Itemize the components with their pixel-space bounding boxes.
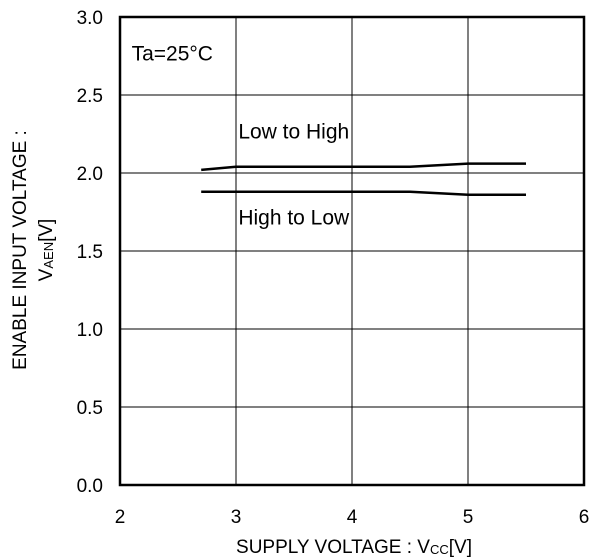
series-layer <box>201 162 526 197</box>
plot-frame <box>118 15 586 487</box>
x-tick-label: 2 <box>115 507 126 528</box>
series-line-2 <box>201 190 526 197</box>
y-axis-title-line2: VAEN[V] <box>36 219 57 282</box>
annotation-1: Ta=25°C <box>132 43 213 66</box>
y-tick-label: 3.0 <box>77 8 103 29</box>
y-tick-label: 1.5 <box>77 242 103 263</box>
y-tick-label: 0.0 <box>77 476 103 497</box>
x-tick-label: 4 <box>347 507 358 528</box>
annotation-3: High to Low <box>238 206 350 229</box>
y-tick-label: 0.5 <box>77 398 103 419</box>
x-axis-title: SUPPLY VOLTAGE : VCC[V] <box>236 537 472 558</box>
y-tick-label: 2.0 <box>77 164 103 185</box>
x-tick-label: 5 <box>463 507 474 528</box>
x-tick-label: 3 <box>231 507 242 528</box>
tick-labels: 2 3 4 5 6 0.0 0.5 1.0 1.5 2.0 2.5 3.0 <box>77 8 590 528</box>
grid-lines <box>120 17 584 485</box>
y-axis-title-line1: ENABLE INPUT VOLTAGE : <box>10 130 31 370</box>
annotations: Ta=25°C Low to High High to Low <box>132 43 350 230</box>
y-tick-label: 2.5 <box>77 86 103 107</box>
series-line-1 <box>201 162 526 172</box>
y-tick-label: 1.0 <box>77 320 103 341</box>
annotation-2: Low to High <box>238 121 349 144</box>
x-tick-label: 6 <box>579 507 590 528</box>
